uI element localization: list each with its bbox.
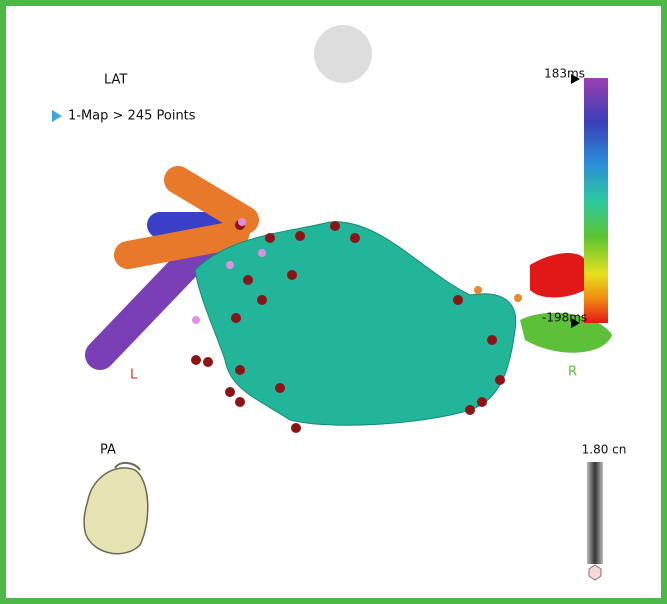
map-item[interactable]: 1-Map > 245 Points xyxy=(68,109,196,124)
orientation-ball[interactable] xyxy=(314,25,372,83)
scale-max: 183ms xyxy=(544,67,585,81)
ruler-handle[interactable] xyxy=(589,565,601,580)
map-label: LAT xyxy=(104,73,127,88)
ruler-label: 1.80 cn xyxy=(582,443,627,457)
scale-min: -198ms xyxy=(542,311,587,325)
screen: LAT 1-Map > 245 Points L R 183ms -198ms … xyxy=(0,0,667,604)
ruler xyxy=(587,462,603,564)
left-marker: L xyxy=(130,368,138,383)
color-scale xyxy=(584,78,608,323)
right-marker: R xyxy=(568,365,577,380)
orientation-label: PA xyxy=(100,443,116,458)
